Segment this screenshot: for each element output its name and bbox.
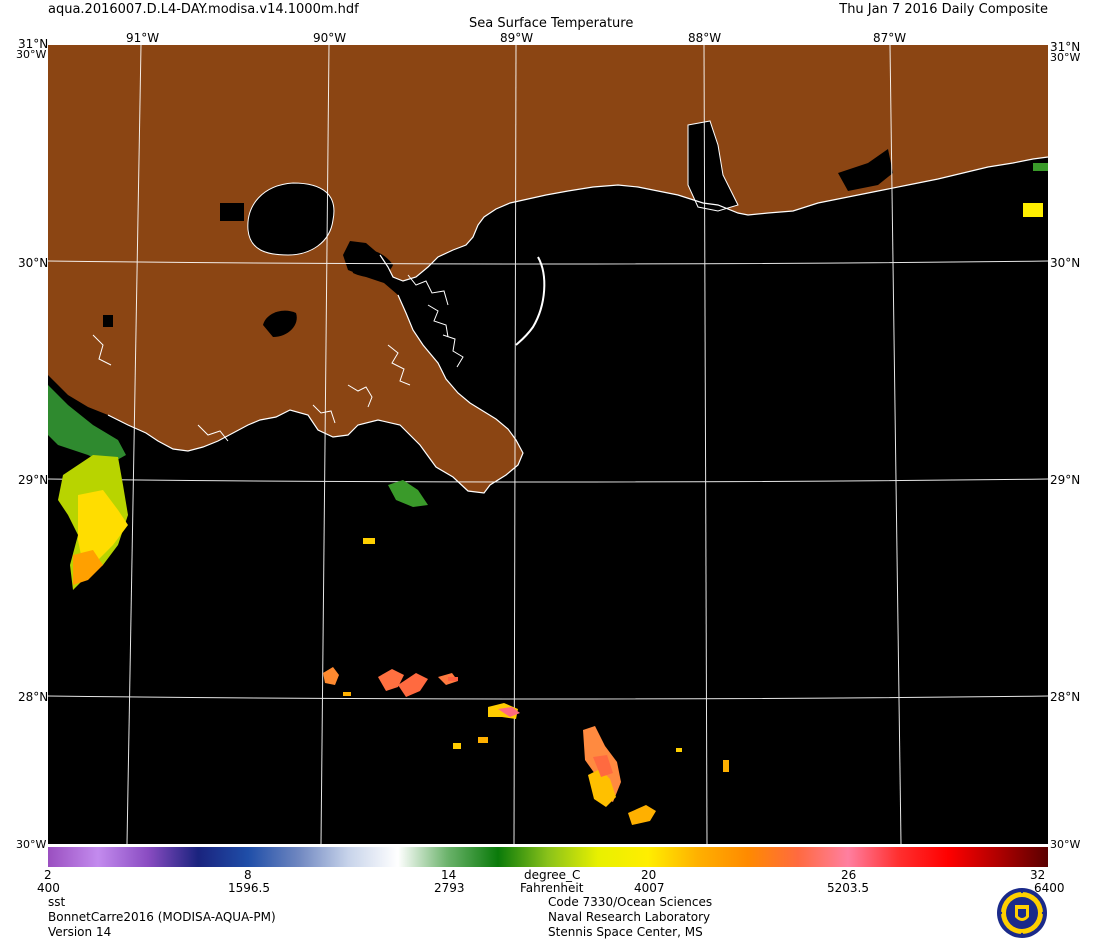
- chandeleur-islands: [515, 256, 546, 346]
- delta-marsh-fringes: [92, 274, 464, 442]
- corner-label-top-right: 30°W: [1050, 51, 1081, 64]
- colorbar-ramp: [48, 847, 1048, 867]
- tick-c-8: 8: [244, 868, 252, 882]
- graticule: [48, 45, 1048, 844]
- sst-map[interactable]: [48, 45, 1048, 844]
- lon-label-87w: 87°W: [873, 31, 907, 45]
- tick-f-5203: 5203.5: [827, 881, 869, 895]
- lake-pontchartrain: [247, 183, 334, 255]
- corner-label-top-left: 30°W: [16, 48, 47, 61]
- lat-label-30n-right: 30°N: [1050, 256, 1081, 270]
- tick-f-1596: 1596.5: [228, 881, 270, 895]
- tick-f-2793: 2793: [434, 881, 465, 895]
- mobile-bay: [688, 121, 738, 211]
- org-line-3: Stennis Space Center, MS: [548, 925, 703, 939]
- date-label: Thu Jan 7 2016 Daily Composite: [839, 2, 1048, 17]
- tick-f-400: 400: [37, 881, 60, 895]
- pensacola-bay: [838, 149, 893, 191]
- lake-maurepas: [220, 203, 244, 221]
- colorbar: [48, 847, 1048, 867]
- variable-name: sst: [48, 895, 66, 909]
- map-canvas: [48, 45, 1048, 844]
- lon-label-91w: 91°W: [126, 31, 160, 45]
- nrl-seal-icon: [997, 888, 1047, 938]
- tick-f-6400: 6400: [1034, 881, 1065, 895]
- lat-label-29n-left: 29°N: [18, 473, 49, 487]
- mobile-bay-outline: [687, 120, 739, 212]
- small-lake-west: [103, 315, 113, 327]
- org-line-1: Code 7330/Ocean Sciences: [548, 895, 713, 909]
- org-line-2: Naval Research Laboratory: [548, 910, 711, 924]
- tick-f-4007: 4007: [634, 881, 665, 895]
- lon-label-88w: 88°W: [688, 31, 722, 45]
- version-label: Version 14: [48, 925, 112, 939]
- lon-label-90w: 90°W: [313, 31, 347, 45]
- lon-label-89w: 89°W: [500, 31, 534, 45]
- unit-celsius: degree_C: [524, 868, 581, 882]
- lake-outline: [247, 182, 335, 256]
- corner-label-bottom-right: 30°W: [1050, 838, 1081, 851]
- lake-salvador: [263, 310, 297, 337]
- lat-label-28n-left: 28°N: [18, 690, 49, 704]
- corner-label-bottom-left: 30°W: [16, 838, 47, 851]
- region-name: BonnetCarre2016 (MODISA-AQUA-PM): [48, 910, 276, 924]
- lat-label-30n-left: 30°N: [18, 256, 49, 270]
- tick-c-32: 32: [1030, 868, 1046, 882]
- lat-label-29n-right: 29°N: [1050, 473, 1081, 487]
- tick-c-14: 14: [441, 868, 457, 882]
- unit-fahrenheit: Fahrenheit: [520, 881, 584, 895]
- tick-c-2: 2: [44, 868, 52, 882]
- tick-c-26: 26: [841, 868, 857, 882]
- map-title: Sea Surface Temperature: [469, 16, 634, 31]
- land-mass: [48, 45, 1048, 493]
- tick-c-20: 20: [641, 868, 657, 882]
- lat-label-31n-right: 31°N: [1050, 40, 1081, 54]
- lat-label-31n-left: 31°N: [18, 37, 49, 51]
- lat-label-28n-right: 28°N: [1050, 690, 1081, 704]
- sst-patches: [48, 163, 1048, 825]
- file-name: aqua.2016007.D.L4-DAY.modisa.v14.1000m.h…: [48, 2, 359, 17]
- coastline: [107, 156, 1048, 494]
